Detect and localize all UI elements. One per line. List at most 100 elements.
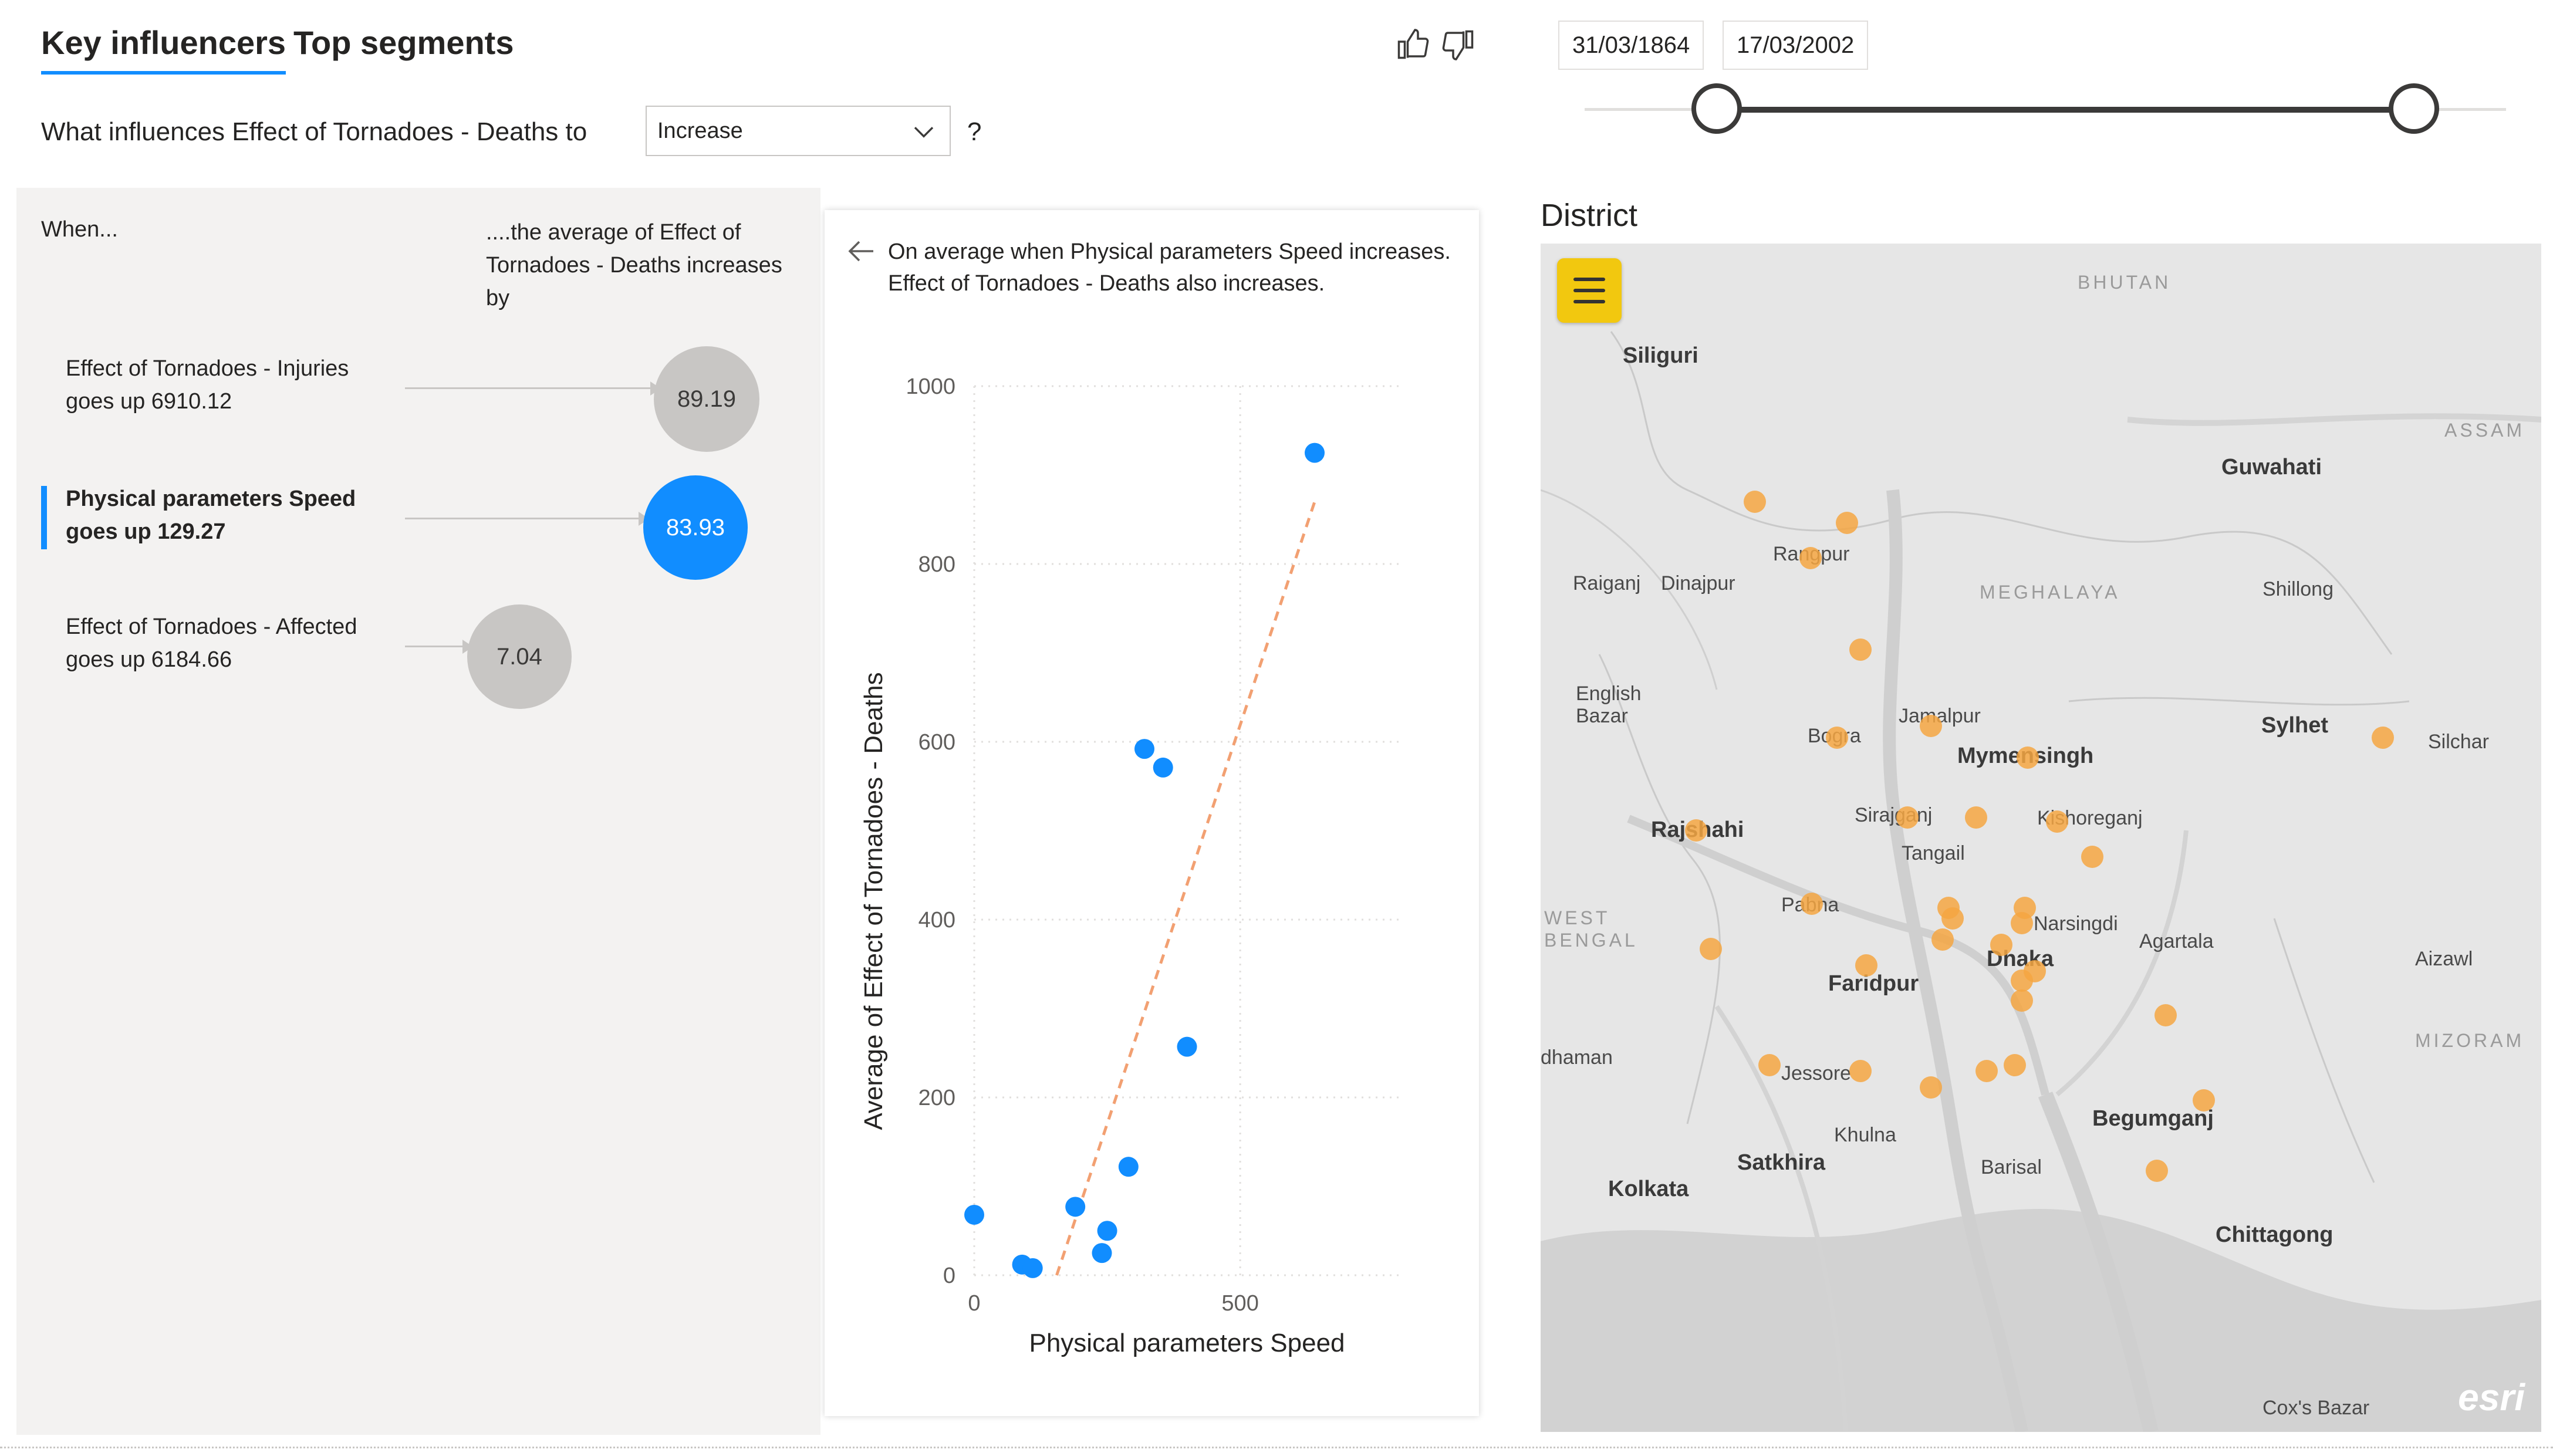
district-marker[interactable] bbox=[1849, 1060, 1872, 1082]
place-label: Raiganj bbox=[1573, 572, 1641, 594]
scatter-point bbox=[1118, 1157, 1139, 1177]
district-marker[interactable] bbox=[2146, 1160, 2168, 1182]
district-marker[interactable] bbox=[2081, 846, 2103, 868]
place-label: Agartala bbox=[2139, 930, 2214, 952]
place-label: Silchar bbox=[2428, 731, 2489, 753]
start-date-input[interactable]: 31/03/1864 bbox=[1558, 21, 1704, 70]
question-suffix: ? bbox=[967, 117, 982, 146]
influencer-value-bubble: 89.19 bbox=[654, 346, 759, 452]
place-label: Khulna bbox=[1834, 1124, 1896, 1146]
slider-selected-range bbox=[1720, 107, 2418, 113]
place-label: Satkhira bbox=[1737, 1150, 1825, 1175]
when-header: When... bbox=[41, 217, 118, 242]
district-marker[interactable] bbox=[1836, 512, 1858, 534]
district-marker[interactable] bbox=[2024, 960, 2046, 982]
place-label: Aizawl bbox=[2415, 948, 2473, 970]
district-marker[interactable] bbox=[1801, 893, 1823, 915]
thumbs-up-icon[interactable] bbox=[1394, 27, 1430, 62]
thumbs-down-icon[interactable] bbox=[1441, 27, 1477, 62]
detail-explanation: On average when Physical parameters Spee… bbox=[888, 239, 1451, 296]
x-tick-label: 500 bbox=[1221, 1291, 1258, 1316]
place-label: WEST BENGAL bbox=[1544, 907, 1638, 951]
tab-key-influencers[interactable]: Key influencers bbox=[41, 24, 286, 75]
district-marker[interactable] bbox=[1799, 547, 1822, 569]
influencer-label: Physical parameters Speed goes up 129.27 bbox=[66, 487, 356, 544]
chevron-down-icon bbox=[914, 127, 934, 138]
influencer-value-bubble: 83.93 bbox=[643, 475, 748, 580]
y-tick-label: 200 bbox=[918, 1086, 955, 1110]
scatter-point bbox=[1177, 1036, 1197, 1057]
district-marker[interactable] bbox=[2193, 1089, 2215, 1112]
district-marker[interactable] bbox=[1941, 907, 1964, 930]
influencer-injuries[interactable]: Effect of Tornadoes - Injuries goes up 6… bbox=[16, 346, 820, 458]
scatter-point bbox=[1092, 1243, 1112, 1264]
district-marker[interactable] bbox=[1826, 727, 1848, 749]
district-marker[interactable] bbox=[1990, 934, 2012, 956]
place-label: MIZORAM bbox=[2415, 1030, 2525, 1051]
district-marker[interactable] bbox=[1855, 954, 1877, 977]
place-label: ASSAM bbox=[2444, 420, 2525, 441]
selected-indicator bbox=[41, 486, 47, 549]
place-label: English Bazar bbox=[1576, 683, 1642, 727]
slider-start-handle[interactable] bbox=[1691, 83, 1742, 134]
scatter-point bbox=[1022, 1258, 1043, 1278]
district-marker[interactable] bbox=[1931, 928, 1954, 951]
place-label: Narsingdi bbox=[2034, 913, 2118, 935]
district-marker[interactable] bbox=[2011, 912, 2033, 934]
scatter-point bbox=[1134, 739, 1154, 759]
map-menu-button[interactable] bbox=[1557, 258, 1622, 323]
place-label: Barisal bbox=[1981, 1156, 2042, 1178]
y-tick-label: 0 bbox=[943, 1264, 955, 1288]
map-attribution-logo: esri bbox=[2458, 1376, 2525, 1418]
place-label: Jessore bbox=[1781, 1062, 1852, 1085]
district-marker[interactable] bbox=[1896, 806, 1919, 829]
district-marker[interactable] bbox=[1975, 1060, 1998, 1082]
y-tick-label: 400 bbox=[918, 908, 955, 933]
place-label: dhaman bbox=[1541, 1046, 1613, 1069]
district-marker[interactable] bbox=[2017, 746, 2039, 769]
map-title: District bbox=[1541, 198, 1637, 233]
y-axis-label: Average of Effect of Tornadoes - Deaths bbox=[859, 672, 888, 1130]
district-marker[interactable] bbox=[2011, 989, 2033, 1012]
district-marker[interactable] bbox=[1920, 715, 1942, 737]
influencer-speed[interactable]: Physical parameters Speed goes up 129.27… bbox=[16, 475, 820, 587]
place-label: Sirajganj bbox=[1855, 804, 1933, 826]
influencer-affected[interactable]: Effect of Tornadoes - Affected goes up 6… bbox=[16, 604, 820, 716]
district-marker[interactable] bbox=[1920, 1076, 1942, 1099]
place-label: Chittagong bbox=[2216, 1222, 2334, 1247]
y-tick-label: 600 bbox=[918, 730, 955, 755]
district-marker[interactable] bbox=[1744, 491, 1766, 513]
connector-line bbox=[405, 387, 657, 389]
target-direction-dropdown[interactable]: Increase bbox=[646, 106, 951, 156]
slider-end-handle[interactable] bbox=[2389, 83, 2439, 134]
scatter-point bbox=[1305, 442, 1325, 463]
district-marker[interactable] bbox=[1758, 1054, 1781, 1076]
scatter-point bbox=[1153, 757, 1173, 778]
district-marker[interactable] bbox=[2004, 1054, 2026, 1076]
tab-top-segments[interactable]: Top segments bbox=[293, 24, 514, 61]
district-marker[interactable] bbox=[1965, 806, 1987, 829]
x-axis-label: Physical parameters Speed bbox=[1029, 1329, 1345, 1357]
place-label: BHUTAN bbox=[2078, 272, 2172, 293]
district-marker[interactable] bbox=[1849, 639, 1872, 661]
district-marker[interactable] bbox=[1685, 819, 1707, 842]
average-header: ....the average of Effect of Tornadoes -… bbox=[486, 220, 782, 310]
district-marker[interactable] bbox=[1700, 938, 1722, 960]
back-arrow-icon[interactable] bbox=[847, 239, 876, 263]
scatter-point bbox=[964, 1204, 984, 1225]
district-marker[interactable] bbox=[2372, 727, 2394, 749]
page-divider bbox=[0, 1447, 2553, 1448]
end-date-input[interactable]: 17/03/2002 bbox=[1723, 21, 1869, 70]
place-label: Shillong bbox=[2262, 578, 2334, 600]
dropdown-value: Increase bbox=[657, 119, 743, 143]
district-marker[interactable] bbox=[2154, 1004, 2177, 1026]
question-label: What influences Effect of Tornadoes - De… bbox=[41, 117, 587, 146]
place-label: Siliguri bbox=[1623, 343, 1698, 368]
district-map[interactable]: BHUTAN Siliguri ASSAM Guwahati Rangpur R… bbox=[1541, 244, 2541, 1432]
key-influencers-visual: Key influencers Top segments What influe… bbox=[16, 24, 1477, 1435]
influencers-panel: When... ....the average of Effect of Tor… bbox=[16, 188, 820, 1435]
district-marker[interactable] bbox=[2046, 810, 2068, 833]
place-label: Kolkata bbox=[1608, 1177, 1689, 1201]
place-label: Cox's Bazar bbox=[2262, 1397, 2370, 1419]
influencer-label: Effect of Tornadoes - Injuries goes up 6… bbox=[66, 356, 349, 414]
